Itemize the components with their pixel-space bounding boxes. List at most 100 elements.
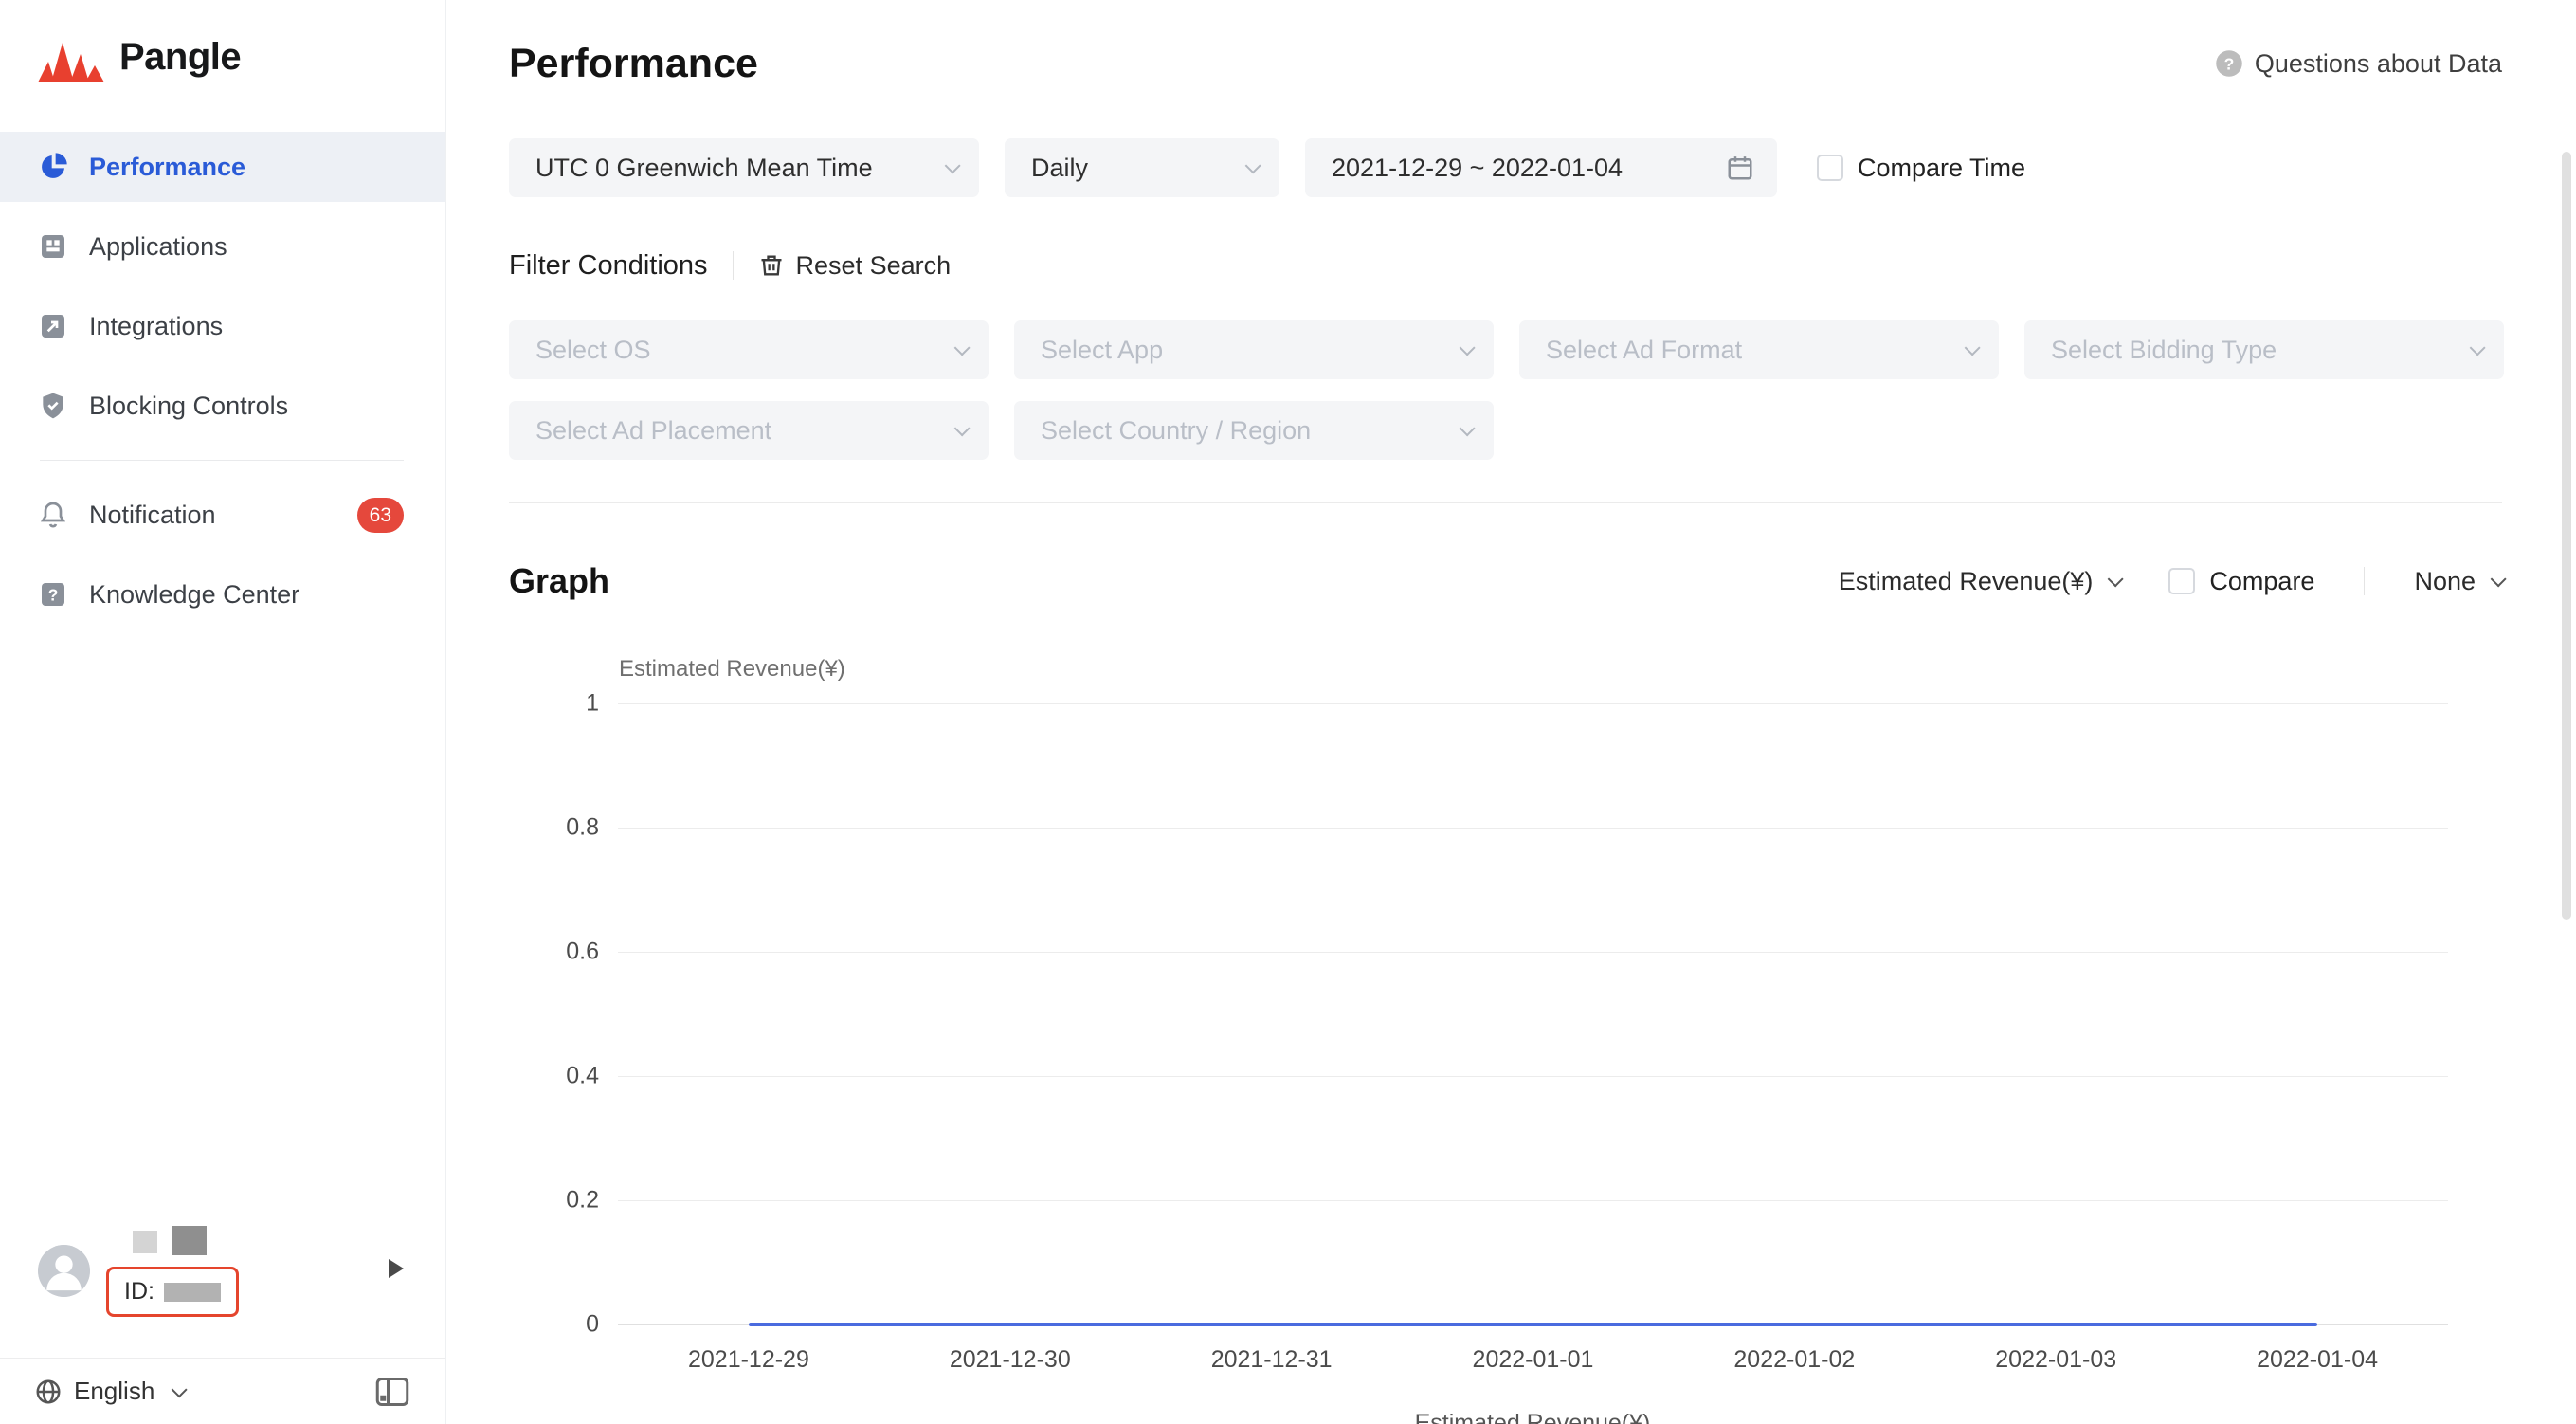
sidebar-item-knowledge-center[interactable]: ? Knowledge Center — [0, 559, 445, 630]
sidebar-item-label: Knowledge Center — [89, 579, 300, 609]
y-tick-label: 0 — [586, 1310, 599, 1338]
expand-profile-arrow-icon[interactable] — [389, 1259, 404, 1278]
timezone-select[interactable]: UTC 0 Greenwich Mean Time — [509, 138, 979, 197]
y-tick-label: 0.4 — [566, 1062, 599, 1089]
sidebar-divider — [40, 460, 404, 461]
chevron-down-icon — [2490, 571, 2507, 588]
compare-time-checkbox[interactable]: Compare Time — [1817, 154, 2025, 183]
collapse-sidebar-icon[interactable] — [375, 1377, 409, 1407]
y-tick-label: 0.2 — [566, 1186, 599, 1214]
chart-legend: Estimated Revenue(¥) — [1414, 1410, 1651, 1424]
svg-text:?: ? — [48, 586, 59, 605]
compare-label: Compare — [2209, 566, 2315, 595]
user-id-label: ID: — [124, 1278, 154, 1305]
select-ad-placement[interactable]: Select Ad Placement — [509, 401, 989, 460]
applications-icon — [38, 231, 68, 262]
graph-section-title: Graph — [509, 561, 610, 600]
chart[interactable]: Estimated Revenue(¥) Estimated Revenue(¥… — [509, 619, 2502, 1424]
x-tick-label: 2022-01-03 — [1995, 1346, 2117, 1373]
chevron-down-icon — [2469, 339, 2486, 356]
granularity-select[interactable]: Daily — [1005, 138, 1279, 197]
filter-selects-grid: Select OS Select App Select Ad Format Se… — [509, 320, 2504, 460]
select-ad-format[interactable]: Select Ad Format — [1519, 320, 1999, 379]
section-divider — [509, 502, 2502, 503]
gridline — [618, 828, 2448, 829]
granularity-value: Daily — [1031, 153, 1089, 182]
time-filter-row: UTC 0 Greenwich Mean Time Daily 2021-12-… — [509, 138, 2502, 197]
gridline — [618, 952, 2448, 953]
pie-chart-icon — [38, 152, 68, 182]
sidebar-item-label: Blocking Controls — [89, 391, 289, 420]
page-title: Performance — [509, 40, 758, 86]
calendar-icon — [1728, 156, 1752, 180]
chevron-down-icon — [1459, 420, 1476, 437]
pangle-logo[interactable]: Pangle — [0, 0, 445, 90]
compare-checkbox[interactable]: Compare — [2168, 567, 2314, 596]
date-range-input[interactable]: 2021-12-29 ~ 2022-01-04 — [1305, 138, 1777, 197]
sidebar-menu: Performance Applications Integrations — [0, 132, 445, 630]
language-label: English — [74, 1377, 155, 1405]
x-tick-label: 2022-01-04 — [2257, 1346, 2379, 1373]
sidebar-item-integrations[interactable]: Integrations — [0, 291, 445, 361]
select-placeholder: Select Country / Region — [1041, 415, 1312, 445]
svg-text:?: ? — [2223, 54, 2234, 73]
metric-selector[interactable]: Estimated Revenue(¥) — [1839, 567, 2125, 596]
vertical-scrollbar[interactable] — [2562, 152, 2571, 920]
vertical-divider — [732, 251, 734, 280]
avatar[interactable] — [38, 1245, 90, 1297]
gridline — [618, 703, 2448, 704]
brand-name: Pangle — [119, 36, 242, 78]
gridline — [618, 1076, 2448, 1077]
sidebar-item-label: Notification — [89, 500, 216, 529]
filter-conditions-row: Filter Conditions Reset Search — [509, 247, 2502, 283]
graph-controls: Estimated Revenue(¥) Compare None — [1839, 566, 2507, 596]
reset-search-button[interactable]: Reset Search — [758, 250, 952, 281]
compare-time-label: Compare Time — [1858, 153, 2026, 182]
bell-icon — [38, 500, 68, 530]
sidebar-item-label: Applications — [89, 231, 227, 261]
chevron-down-icon — [1459, 339, 1476, 356]
gridline — [618, 1200, 2448, 1201]
sidebar-item-blocking-controls[interactable]: Blocking Controls — [0, 371, 445, 441]
question-square-icon: ? — [38, 579, 68, 610]
dimension-value: None — [2414, 566, 2476, 595]
sidebar-item-notification[interactable]: Notification 63 — [0, 480, 445, 550]
checkbox-box — [2168, 568, 2196, 594]
notification-badge: 63 — [356, 497, 404, 533]
graph-header: Graph Estimated Revenue(¥) Compare None — [509, 560, 2507, 602]
help-link-label: Questions about Data — [2254, 48, 2502, 78]
x-tick-label: 2021-12-31 — [1210, 1346, 1333, 1373]
chevron-down-icon — [1244, 157, 1261, 174]
select-placeholder: Select OS — [535, 335, 651, 364]
chevron-down-icon — [1964, 339, 1981, 356]
sidebar-item-label: Performance — [89, 152, 246, 181]
chevron-down-icon — [2108, 571, 2125, 588]
select-app[interactable]: Select App — [1014, 320, 1494, 379]
select-os[interactable]: Select OS — [509, 320, 989, 379]
shield-icon — [38, 391, 68, 421]
language-selector[interactable]: English — [34, 1377, 188, 1406]
help-circle-icon: ? — [2216, 50, 2242, 77]
sidebar-item-performance[interactable]: Performance — [0, 132, 445, 202]
masked-username-block — [133, 1231, 157, 1253]
masked-id-value — [163, 1282, 221, 1302]
chevron-down-icon — [944, 157, 961, 174]
sidebar-bottom-bar: English — [0, 1358, 445, 1424]
select-country-region[interactable]: Select Country / Region — [1014, 401, 1494, 460]
vertical-divider — [2364, 567, 2366, 595]
questions-about-data-link[interactable]: ? Questions about Data — [2215, 49, 2502, 79]
select-bidding-type[interactable]: Select Bidding Type — [2024, 320, 2504, 379]
y-tick-label: 1 — [586, 689, 599, 717]
revenue-line — [748, 1323, 2318, 1326]
main-content: Performance ? Questions about Data UTC 0… — [446, 0, 2576, 1424]
sidebar-item-applications[interactable]: Applications — [0, 211, 445, 282]
chevron-down-icon — [953, 339, 971, 356]
reset-search-label: Reset Search — [795, 250, 952, 280]
chevron-down-icon — [171, 1380, 188, 1397]
select-placeholder: Select App — [1041, 335, 1164, 364]
checkbox-box — [1817, 155, 1843, 181]
x-tick-label: 2022-01-01 — [1472, 1346, 1594, 1373]
chevron-down-icon — [953, 420, 971, 437]
dimension-selector[interactable]: None — [2414, 566, 2507, 596]
x-tick-label: 2021-12-30 — [949, 1346, 1071, 1373]
